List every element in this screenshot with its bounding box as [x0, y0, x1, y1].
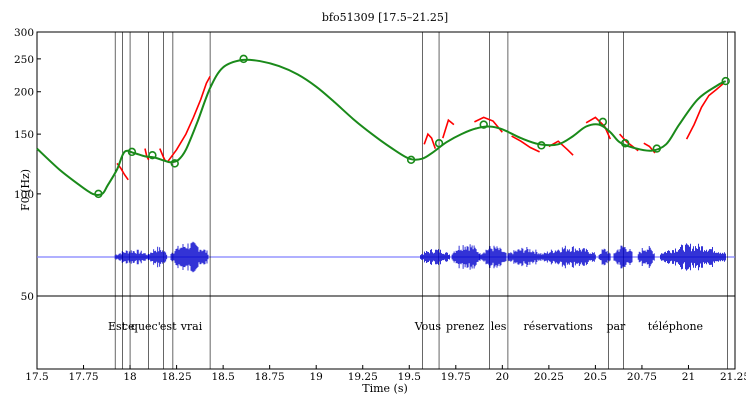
anchor-point — [239, 54, 248, 64]
anchor-point — [652, 144, 662, 153]
word-label: c' — [152, 320, 161, 333]
x-tick-label: 17.75 — [69, 371, 99, 383]
x-tick-label: 20.5 — [584, 371, 607, 383]
anchor-point — [620, 139, 630, 148]
y-tick-label: 300 — [14, 27, 34, 39]
y-tick-label: 250 — [14, 54, 34, 66]
x-tick-label: 20.75 — [627, 371, 657, 383]
y-tick-label: 50 — [21, 291, 34, 303]
waveform-burst — [660, 243, 726, 271]
raw-f0-segment — [511, 135, 540, 153]
stylized-f0-line — [36, 58, 727, 197]
waveform-burst — [598, 248, 611, 266]
word-label: Est — [108, 320, 127, 333]
chart-title: bfo51309 [17.5–21.25] — [322, 11, 448, 24]
anchor-point — [721, 76, 730, 86]
x-tick-label: 20.25 — [534, 371, 564, 383]
waveform-burst — [114, 249, 149, 265]
x-tick-label: 19.75 — [441, 371, 471, 383]
x-tick-label: 21 — [682, 371, 695, 383]
waveform-burst — [479, 245, 507, 269]
word-label: que — [131, 320, 152, 333]
raw-f0-segment — [423, 132, 437, 149]
y-axis-title: F0 (Hz) — [19, 169, 32, 211]
raw-f0-segment — [144, 148, 150, 161]
x-tick-label: 18.25 — [162, 371, 192, 383]
anchor-point — [537, 141, 546, 150]
raw-f0-segment — [474, 116, 503, 133]
anchor-point — [406, 155, 416, 165]
y-tick-label: 100 — [14, 189, 34, 201]
anchor-point — [148, 151, 157, 160]
y-tick-label: 150 — [14, 129, 34, 141]
word-label: Vous — [414, 320, 442, 333]
word-label: les — [491, 320, 507, 333]
x-tick-label: 19.5 — [398, 371, 421, 383]
x-tick-label: 17.5 — [25, 371, 48, 383]
x-tick-label: 18.5 — [211, 371, 234, 383]
anchor-points — [94, 54, 730, 199]
raw-f0 — [116, 76, 725, 181]
raw-f0-segment — [685, 82, 725, 140]
waveform — [114, 241, 726, 273]
y-tick-label: 200 — [14, 87, 34, 99]
word-boundaries — [114, 32, 728, 369]
word-label: téléphone — [648, 320, 703, 333]
waveform-burst — [170, 241, 209, 273]
anchor-point — [598, 117, 608, 127]
waveform-burst — [507, 247, 544, 267]
anchor-point — [94, 189, 103, 199]
x-tick-label: 19.25 — [348, 371, 378, 383]
waveform-burst — [451, 244, 480, 270]
raw-f0-segment — [159, 148, 167, 162]
anchor-point — [434, 139, 444, 148]
plot-frame — [36, 31, 736, 370]
raw-f0-segment — [166, 76, 211, 163]
word-label: par — [606, 320, 626, 333]
anchor-point — [127, 147, 137, 157]
plot-border — [36, 31, 736, 370]
x-tick-label: 21.25 — [720, 371, 746, 383]
x-tick-label: 18 — [123, 371, 136, 383]
x-tick-label: 20 — [496, 371, 509, 383]
x-tick-label: 19 — [310, 371, 323, 383]
x-axis: 17.5 17.75 18 18.25 18.5 18.75 19 19.25 19.5 19.7… — [25, 365, 746, 383]
anchor-point — [170, 159, 179, 168]
word-label: ce — [122, 320, 135, 333]
word-label: prenez — [446, 320, 484, 333]
waveform-burst — [542, 245, 596, 269]
waveform-burst — [637, 246, 655, 268]
word-label: est — [160, 320, 177, 333]
waveform-burst — [420, 249, 450, 265]
anchor-point — [479, 120, 488, 129]
x-tick-label: 18.75 — [255, 371, 285, 383]
x-axis-title: Time (s) — [362, 382, 408, 395]
raw-f0-segment — [548, 140, 574, 156]
waveform-burst — [148, 246, 168, 268]
y-axis: 50 100 150 200 250 300 — [14, 27, 41, 303]
raw-f0-segment — [442, 118, 455, 139]
stylized-f0 — [36, 58, 727, 197]
word-label: vrai — [180, 320, 203, 333]
waveform-burst — [613, 245, 633, 269]
word-label: réservations — [524, 320, 594, 333]
